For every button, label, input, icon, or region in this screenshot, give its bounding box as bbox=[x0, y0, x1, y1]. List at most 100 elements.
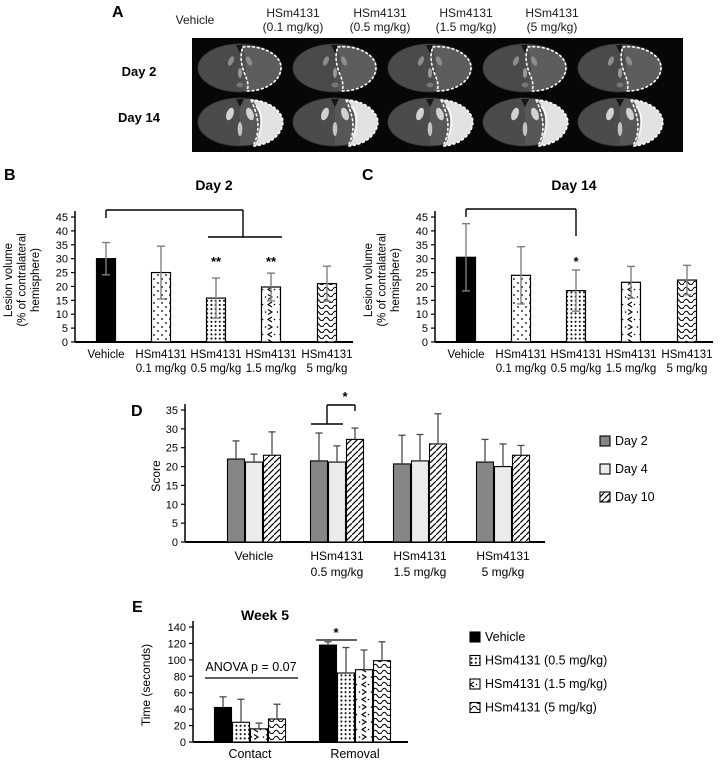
bar-vehicle-1 bbox=[318, 644, 338, 743]
y-tick-label: 10 bbox=[56, 309, 68, 321]
x-category-label: HSm4131 bbox=[393, 549, 447, 563]
brain-mri-day14-0 bbox=[197, 97, 284, 147]
bar-vehicle-0 bbox=[213, 706, 233, 743]
bar-hsm4131-0-5-mg-kg--1 bbox=[336, 672, 356, 743]
bar-day-10-3 bbox=[511, 454, 531, 543]
y-tick-label: 0 bbox=[422, 337, 428, 349]
x-category-label: 5 mg/kg bbox=[307, 363, 348, 375]
mri-image-panel bbox=[192, 38, 683, 152]
x-category-label: Vehicle bbox=[447, 349, 484, 361]
x-category-label: HSm4131 bbox=[550, 349, 601, 361]
significance-marker: ** bbox=[266, 254, 277, 269]
y-tick-label: 35 bbox=[166, 405, 178, 417]
legend-label: Vehicle bbox=[485, 630, 525, 644]
anova-annotation: ANOVA p = 0.07 bbox=[205, 660, 296, 674]
y-tick-label: 60 bbox=[174, 688, 186, 700]
brain-mri-day2-1 bbox=[292, 43, 378, 93]
brain-mri-day2-3 bbox=[482, 43, 568, 93]
chart-lesion-day14: Day 14 Lesion volume (% of contralateral he… bbox=[363, 177, 713, 375]
brain-mri-day14-3 bbox=[482, 97, 569, 147]
x-category-label: 0.1 mg/kg bbox=[136, 363, 187, 375]
bar-day-4-0 bbox=[244, 461, 264, 543]
column-header-4: HSm4131 (5 mg/kg) bbox=[525, 6, 579, 34]
chart-title: Day 2 bbox=[195, 177, 233, 193]
y-axis-label: hemisphere) bbox=[390, 248, 402, 312]
y-tick-label: 25 bbox=[416, 268, 428, 280]
bar-day-2-2 bbox=[392, 463, 412, 543]
x-category-label: 1.5 mg/kg bbox=[394, 565, 447, 579]
legend-swatch bbox=[599, 463, 611, 475]
legend-label: Day 10 bbox=[615, 490, 655, 504]
x-category-label: HSm4131 bbox=[190, 349, 241, 361]
legend-swatch bbox=[469, 654, 481, 667]
bar-hsm4131-1-5-mg-kg--1 bbox=[354, 669, 374, 743]
x-category-label: 5 mg/kg bbox=[667, 363, 708, 375]
x-category-label: Vehicle bbox=[235, 549, 274, 563]
chart-title: Day 14 bbox=[551, 177, 596, 193]
legend-swatch bbox=[469, 631, 481, 643]
y-tick-label: 5 bbox=[62, 323, 68, 335]
legend-swatch bbox=[599, 435, 611, 447]
bar-hsm4131-5-mg-kg--0 bbox=[267, 718, 287, 743]
x-category-label: Vehicle bbox=[87, 349, 124, 361]
x-category-label: HSm4131 bbox=[310, 549, 364, 563]
y-tick-label: 20 bbox=[56, 281, 68, 293]
legend-item-day-2: Day 2 bbox=[599, 434, 648, 448]
bar-hsm4131-1-5-mg-kg--0 bbox=[249, 728, 269, 743]
x-category-label: HSm4131 bbox=[476, 549, 530, 563]
y-tick-label: 30 bbox=[416, 254, 428, 266]
x-category-label: 0.5 mg/kg bbox=[551, 363, 602, 375]
legend-item-hsm4131-1-5-mg-kg-: HSm4131 (1.5 mg/kg) bbox=[469, 677, 607, 691]
row-label-0: Day 2 bbox=[121, 64, 157, 79]
panel-b-label: B bbox=[4, 167, 16, 184]
mri-brain-grid bbox=[197, 43, 664, 147]
x-category-label: HSm4131 bbox=[301, 349, 352, 361]
column-header-1: HSm4131 (0.1 mg/kg) bbox=[262, 6, 324, 34]
y-axis-label: Lesion volume bbox=[363, 243, 375, 317]
y-tick-label: 0 bbox=[180, 737, 186, 749]
bar-day-10-0 bbox=[262, 454, 282, 543]
panel-e-label: E bbox=[132, 599, 143, 616]
x-category-label: HSm4131 bbox=[605, 349, 656, 361]
y-tick-label: 80 bbox=[174, 671, 186, 683]
bar-day-4-3 bbox=[493, 466, 513, 543]
y-tick-label: 15 bbox=[56, 295, 68, 307]
column-header-2: HSm4131 (0.5 mg/kg) bbox=[349, 6, 411, 34]
y-axis-label: Lesion volume bbox=[3, 243, 15, 317]
x-category-label: 1.5 mg/kg bbox=[246, 363, 297, 375]
legend-label: Day 4 bbox=[615, 462, 648, 476]
y-tick-label: 25 bbox=[166, 443, 178, 455]
x-category-label: Removal bbox=[330, 747, 379, 761]
y-axis-label: Score bbox=[149, 460, 163, 492]
chart-score: Score 0 5 10 15 20 25 30 35 Vehicle HSm4131 0.5 mg/… bbox=[149, 389, 655, 579]
brain-mri-day14-1 bbox=[292, 97, 379, 147]
y-tick-label: 15 bbox=[166, 480, 178, 492]
brain-mri-day2-2 bbox=[387, 43, 473, 93]
brain-mri-day2-4 bbox=[577, 43, 663, 93]
y-tick-label: 15 bbox=[416, 295, 428, 307]
x-category-label: HSm4131 bbox=[495, 349, 546, 361]
bar-day-4-2 bbox=[410, 460, 430, 543]
x-category-label: Contact bbox=[228, 747, 272, 761]
y-axis-label: (% of contralateral bbox=[17, 233, 29, 326]
y-tick-label: 0 bbox=[62, 337, 68, 349]
y-tick-label: 5 bbox=[422, 323, 428, 335]
x-category-label: HSm4131 bbox=[661, 349, 712, 361]
y-tick-label: 35 bbox=[56, 240, 68, 252]
x-category-label: 0.5 mg/kg bbox=[311, 565, 364, 579]
y-tick-label: 35 bbox=[416, 240, 428, 252]
y-tick-label: 120 bbox=[168, 638, 186, 650]
significance-marker: * bbox=[573, 254, 579, 269]
bar-day-10-1 bbox=[345, 438, 365, 543]
panel-c-label: C bbox=[362, 167, 374, 184]
bar-day-2-1 bbox=[309, 460, 329, 543]
brain-mri-day2-0 bbox=[197, 43, 283, 93]
brain-mri-day14-2 bbox=[387, 97, 474, 147]
panel-a-label: A bbox=[112, 4, 124, 21]
y-tick-label: 5 bbox=[172, 518, 178, 530]
legend-item-hsm4131-5-mg-kg-: HSm4131 (5 mg/kg) bbox=[469, 701, 597, 715]
significance-marker: * bbox=[342, 389, 348, 404]
y-axis-label: Time (seconds) bbox=[139, 644, 153, 726]
y-tick-label: 20 bbox=[174, 721, 186, 733]
